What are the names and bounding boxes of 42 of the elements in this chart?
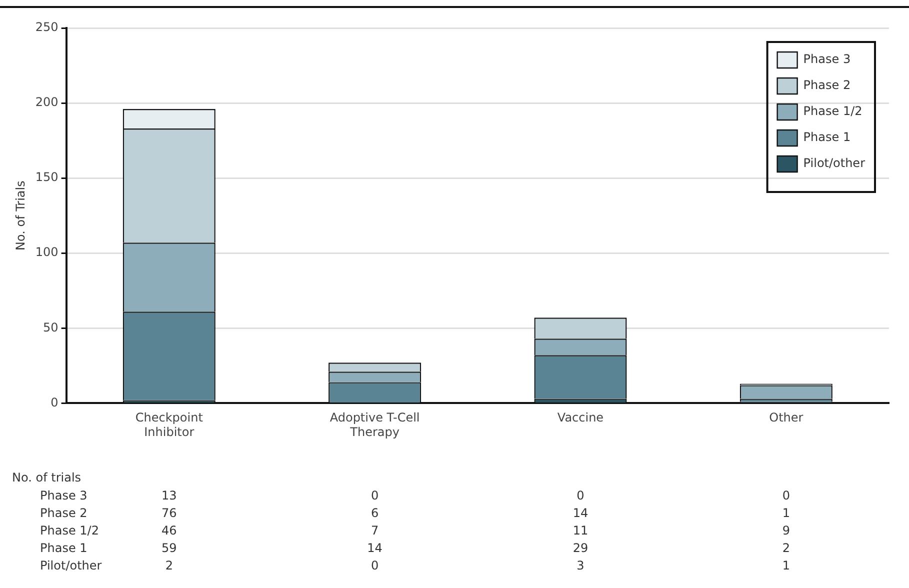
text: Phase 1 [40,540,88,555]
text: Phase 1/2 [40,523,99,538]
text: Phase 2 [40,506,88,520]
data-label: 1 [782,558,790,572]
data-label: 76 [162,506,177,520]
text: Phase 3 [40,488,88,502]
text: Pilot/other [40,558,102,572]
y-tick-label: 100 [35,245,58,260]
x-tick-label: Other [769,410,804,425]
x-tick-label: Adoptive T-Cell Therapy [330,410,420,439]
y-tick-label: 250 [35,20,58,34]
x-tick-label: Checkpoint Inhibitor [135,410,204,439]
legend-label: Phase 1/2 [803,104,862,118]
data-label: 46 [162,523,177,538]
text: No. of trials [12,470,82,484]
data-label: 59 [162,540,177,555]
data-label: 0 [370,558,379,572]
data-label: 2 [782,540,790,555]
legend-label: Pilot/other [803,156,866,170]
data-label: 9 [782,523,790,538]
y-tick-label: 50 [43,320,58,334]
data-label: 3 [576,558,584,572]
data-label: 6 [370,506,379,520]
legend-label: Phase 3 [803,52,851,66]
data-label: 1 [782,506,790,520]
data-label: 7 [370,523,379,538]
data-label: 2 [165,558,173,572]
y-tick-label: 200 [35,95,58,110]
x-tick-label: Vaccine [557,410,604,425]
data-label: 14 [367,540,382,555]
data-label: 0 [782,488,790,502]
data-label: 0 [576,488,584,502]
data-label: 14 [572,506,588,520]
y-axis-title: No. of Trials [13,180,28,251]
legend-label: Phase 2 [803,78,851,92]
data-label: 29 [572,540,588,555]
data-label: 13 [162,488,177,502]
legend-label: Phase 1 [803,130,851,144]
data-label: 11 [572,523,588,538]
data-label: 0 [370,488,379,502]
y-tick-label: 150 [35,170,58,184]
y-tick-label: 0 [50,395,58,410]
